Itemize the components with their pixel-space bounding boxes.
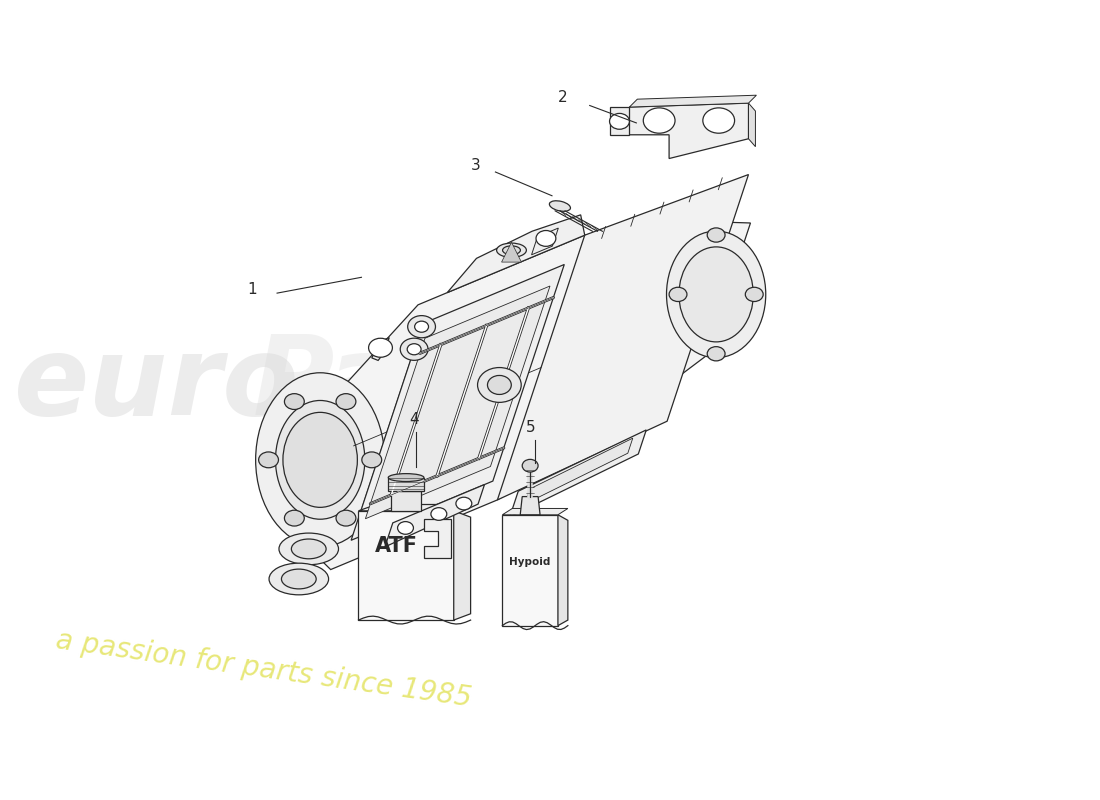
Polygon shape [629, 103, 748, 158]
Ellipse shape [503, 246, 520, 254]
Circle shape [477, 367, 521, 402]
Circle shape [407, 344, 421, 354]
Polygon shape [525, 438, 632, 504]
Ellipse shape [388, 474, 424, 482]
Polygon shape [359, 505, 471, 511]
Circle shape [644, 108, 675, 134]
Circle shape [707, 346, 725, 361]
Polygon shape [388, 478, 424, 491]
Circle shape [415, 321, 429, 332]
Polygon shape [365, 286, 550, 518]
Circle shape [703, 108, 735, 134]
Text: 3: 3 [471, 158, 481, 173]
Circle shape [455, 498, 472, 510]
Circle shape [746, 287, 763, 302]
Polygon shape [503, 514, 558, 626]
Polygon shape [520, 497, 540, 514]
Polygon shape [502, 242, 521, 262]
Ellipse shape [270, 563, 329, 595]
Circle shape [336, 510, 356, 526]
Polygon shape [503, 509, 568, 514]
Circle shape [285, 394, 305, 410]
Text: 1: 1 [248, 282, 257, 297]
Text: 2: 2 [558, 90, 568, 106]
Ellipse shape [282, 569, 316, 589]
Polygon shape [497, 174, 748, 500]
Ellipse shape [496, 243, 527, 258]
Circle shape [536, 230, 556, 246]
Ellipse shape [549, 201, 571, 211]
Polygon shape [372, 338, 389, 361]
Polygon shape [385, 485, 484, 547]
Circle shape [431, 508, 447, 520]
Ellipse shape [679, 247, 754, 342]
Circle shape [258, 452, 278, 468]
Circle shape [400, 338, 428, 360]
Circle shape [609, 114, 629, 130]
Polygon shape [531, 228, 559, 255]
Polygon shape [453, 511, 471, 620]
Polygon shape [359, 511, 453, 620]
Polygon shape [392, 491, 421, 511]
Ellipse shape [279, 533, 339, 565]
Polygon shape [558, 514, 568, 626]
Polygon shape [509, 430, 647, 517]
Polygon shape [448, 215, 585, 293]
Polygon shape [351, 265, 564, 540]
Ellipse shape [283, 412, 358, 507]
Circle shape [368, 338, 393, 358]
Text: 5: 5 [526, 420, 536, 434]
Circle shape [397, 522, 414, 534]
Text: 4: 4 [409, 412, 419, 426]
Polygon shape [290, 220, 750, 570]
Circle shape [285, 510, 305, 526]
Text: a passion for parts since 1985: a passion for parts since 1985 [54, 626, 473, 712]
Text: Hypoid: Hypoid [509, 558, 551, 567]
Circle shape [707, 228, 725, 242]
Circle shape [362, 452, 382, 468]
Circle shape [487, 375, 512, 394]
Text: ATF: ATF [375, 537, 418, 557]
Polygon shape [424, 518, 451, 558]
Polygon shape [629, 95, 757, 107]
Ellipse shape [255, 373, 385, 547]
Ellipse shape [667, 231, 766, 358]
Circle shape [522, 459, 538, 472]
Ellipse shape [275, 401, 365, 519]
Text: Parts: Parts [252, 330, 575, 438]
Polygon shape [609, 107, 629, 134]
Circle shape [669, 287, 688, 302]
Ellipse shape [292, 539, 326, 559]
Text: euro: euro [14, 330, 299, 438]
Circle shape [336, 394, 356, 410]
Circle shape [408, 316, 436, 338]
Polygon shape [748, 103, 756, 146]
